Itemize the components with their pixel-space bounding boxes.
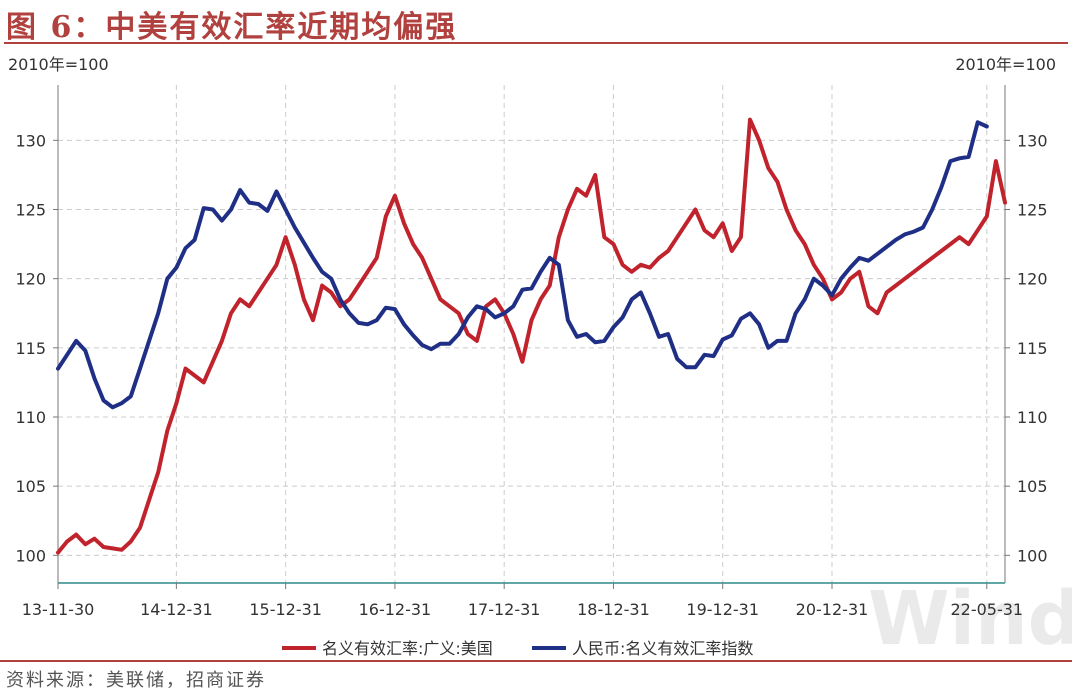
y-tick-label-right: 125 (1017, 201, 1048, 220)
y-axis-right: 100 105 110 115 120 125 130 (1004, 85, 1048, 583)
x-tick-label: 20-12-31 (796, 600, 869, 619)
y-tick-label-left: 120 (15, 270, 46, 289)
y-tick-label-left: 125 (15, 201, 46, 220)
x-tick-label: 15-12-31 (249, 600, 322, 619)
y-tick-label-right: 100 (1017, 546, 1048, 565)
series-layer (56, 117, 1007, 555)
watermark-text: Wind (868, 576, 1072, 662)
y-tick-label-right: 120 (1017, 270, 1048, 289)
x-tick-label: 17-12-31 (468, 600, 541, 619)
legend-label-2: 人民币:名义有效汇率指数 (572, 639, 753, 658)
source-note: 资料来源：美联储，招商证券 (6, 670, 266, 691)
x-tick-label: 13-11-30 (22, 600, 95, 619)
x-tick-label: 14-12-31 (140, 600, 213, 619)
title-divider (4, 42, 1068, 44)
right-axis-unit-label: 2010年=100 (955, 55, 1056, 74)
x-tick-label: 22-05-31 (950, 600, 1023, 619)
footer-divider (0, 660, 1072, 662)
gridlines (57, 85, 1005, 583)
left-axis-unit-label: 2010年=100 (8, 55, 109, 74)
series-line-2 (56, 120, 989, 410)
legend-label-1: 名义有效汇率:广义:美国 (322, 639, 493, 658)
x-tick-label: 16-12-31 (359, 600, 432, 619)
y-tick-label-right: 115 (1017, 339, 1048, 358)
y-tick-label-right: 130 (1017, 131, 1048, 150)
y-tick-label-left: 105 (15, 477, 46, 496)
y-tick-label-right: 110 (1017, 408, 1048, 427)
legend: 名义有效汇率:广义:美国 人民币:名义有效汇率指数 (282, 639, 753, 658)
y-tick-label-left: 110 (15, 408, 46, 427)
y-tick-label-left: 130 (15, 131, 46, 150)
x-tick-label: 18-12-31 (577, 600, 650, 619)
y-tick-label-left: 100 (15, 546, 46, 565)
y-axis-left: 100 105 110 115 120 125 130 (15, 85, 59, 583)
y-tick-label-left: 115 (15, 339, 46, 358)
series-line-1 (56, 117, 1007, 555)
chart-title: 图 6：中美有效汇率近期均偏强 (6, 10, 458, 45)
y-tick-label-right: 105 (1017, 477, 1048, 496)
x-axis: 13-11-30 14-12-31 15-12-31 16-12-31 17-12-31… (22, 582, 1023, 619)
x-tick-label: 19-12-31 (686, 600, 759, 619)
